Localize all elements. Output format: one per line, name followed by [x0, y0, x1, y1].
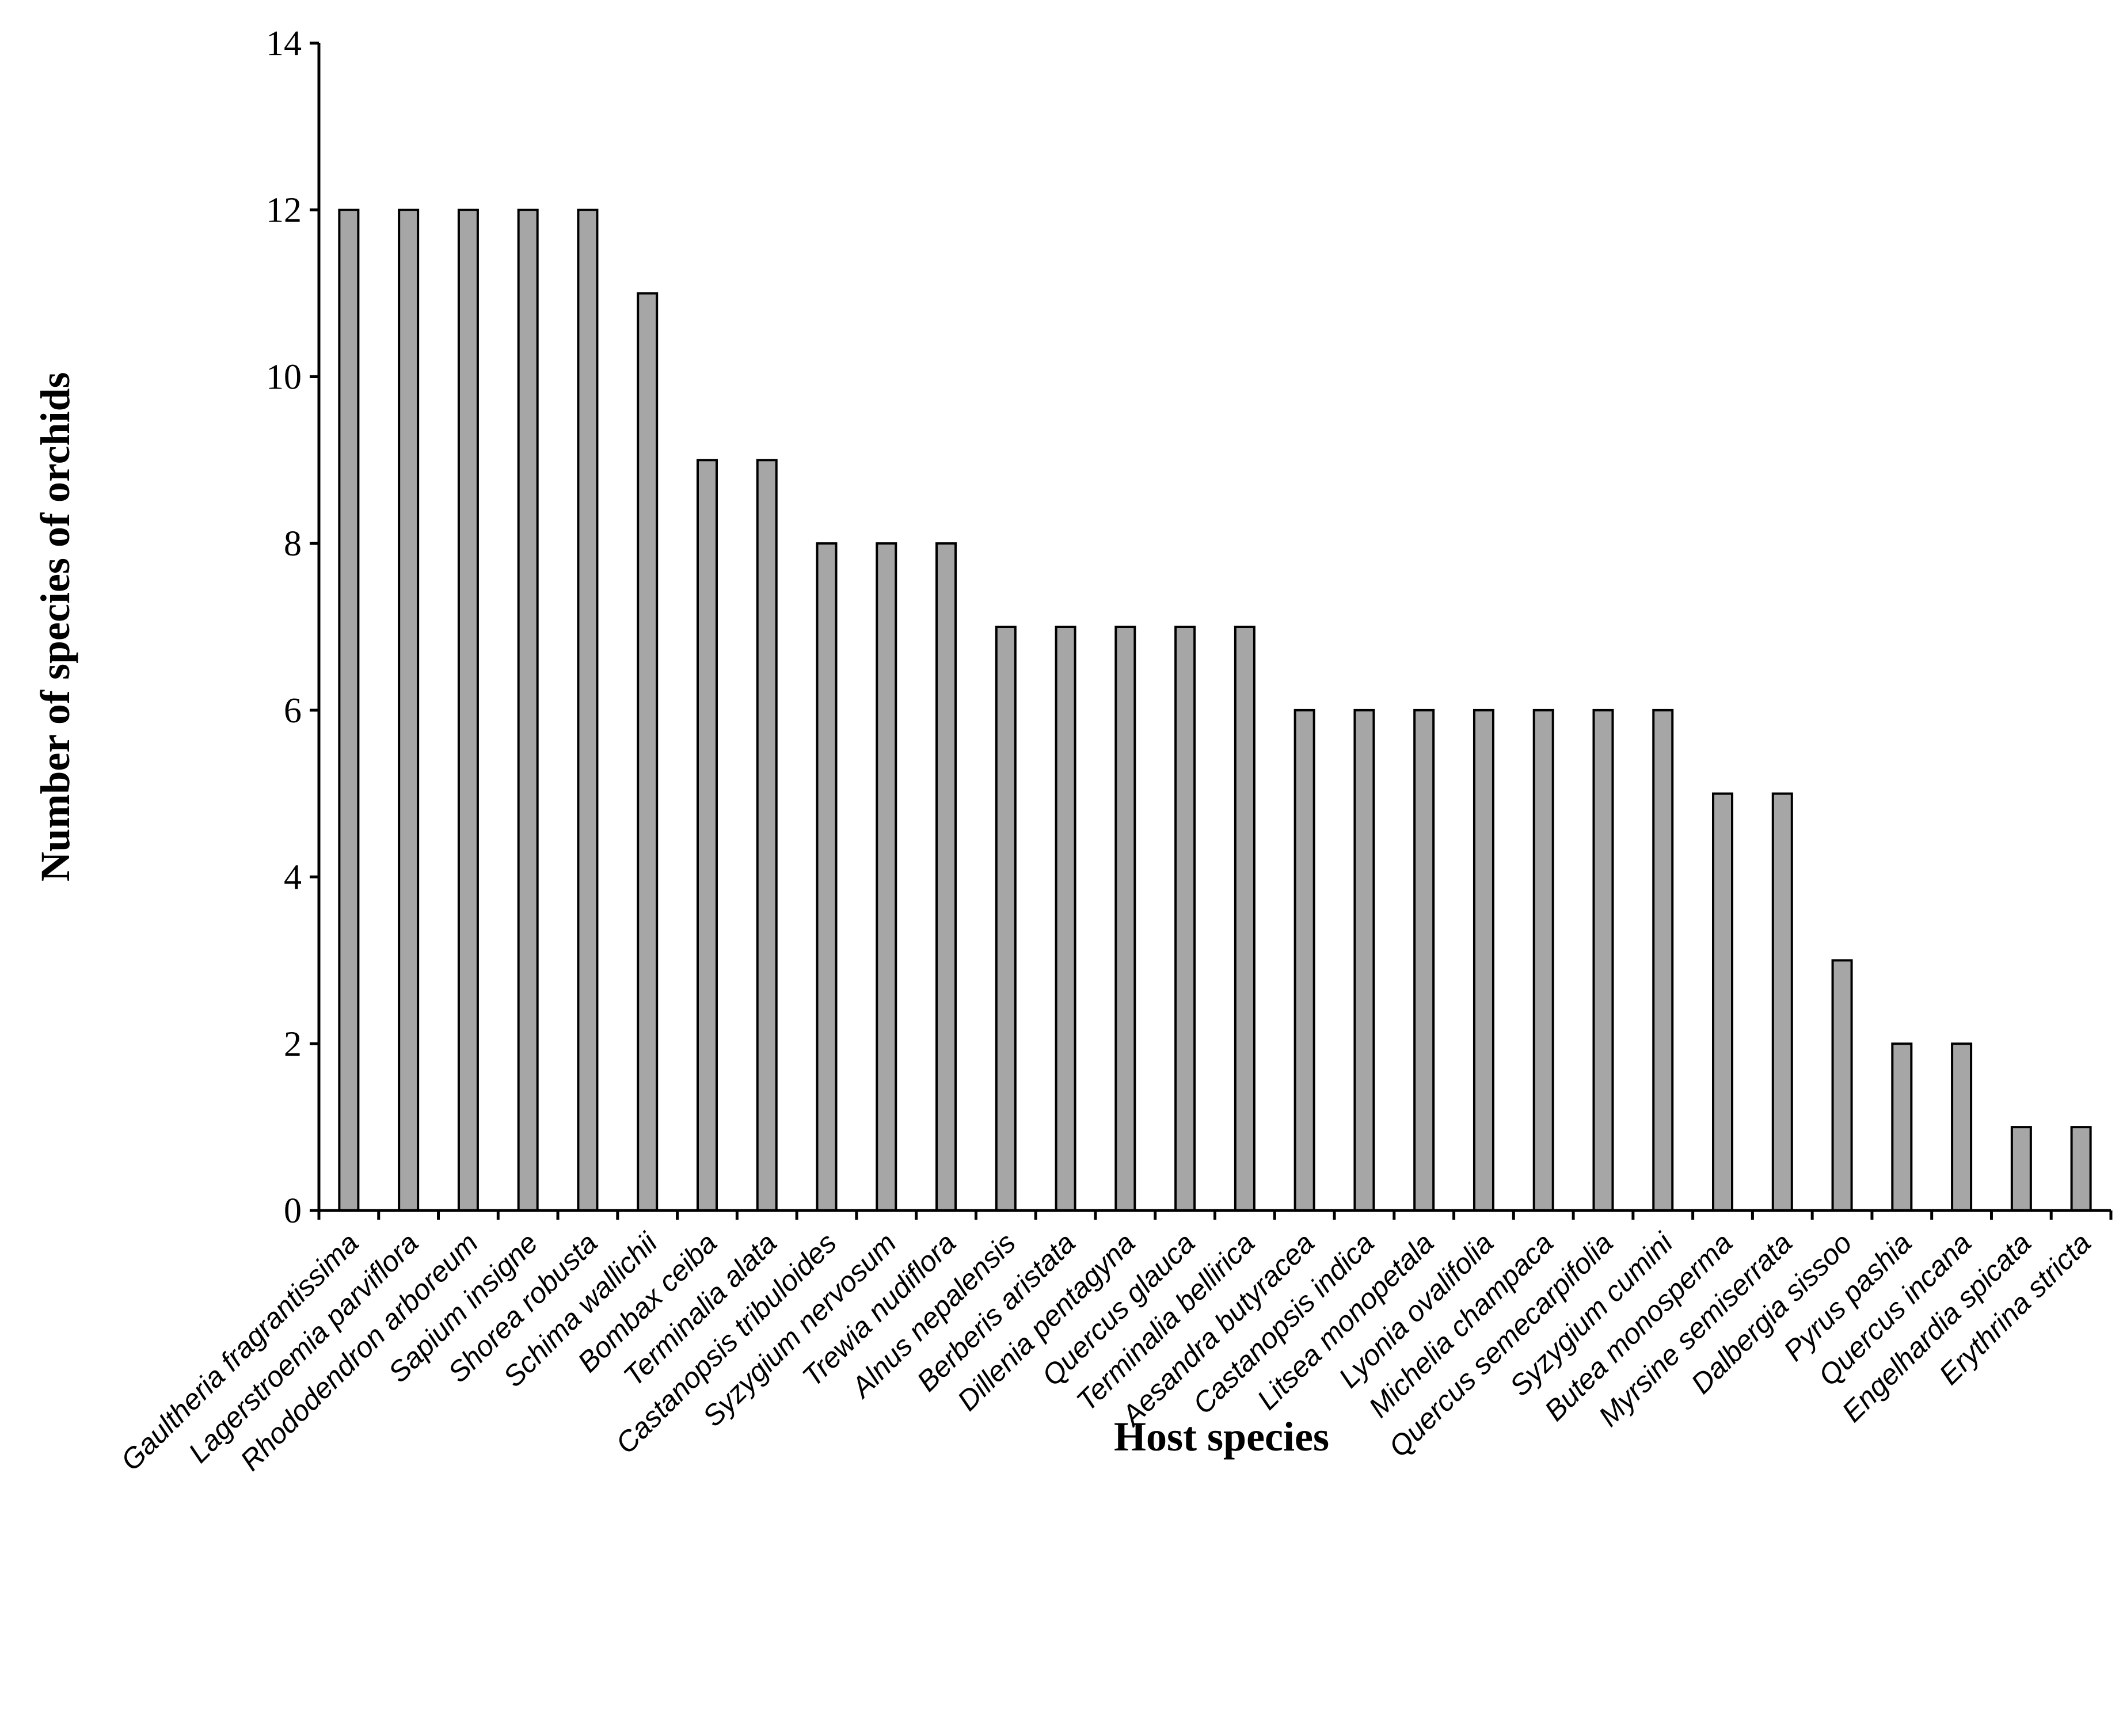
bar [1712, 792, 1734, 1212]
bar [637, 292, 659, 1212]
bar [1831, 959, 1853, 1212]
y-tick-label: 8 [284, 524, 302, 564]
bars-group [338, 208, 2092, 1212]
bar [756, 459, 778, 1212]
y-axis-title: Number of species of orchids [32, 372, 78, 881]
bar [457, 208, 479, 1212]
y-tick-label: 2 [284, 1025, 302, 1064]
bar [1055, 626, 1076, 1212]
bar [1652, 709, 1674, 1212]
bar [517, 208, 539, 1212]
bar [935, 542, 957, 1212]
bar [1891, 1042, 1913, 1212]
bar [1771, 792, 1793, 1212]
bar [338, 208, 360, 1212]
x-axis-title: Host species [1114, 1414, 1329, 1460]
bar [398, 208, 420, 1212]
bar [2070, 1126, 2092, 1212]
x-tick-label: Gaultheria fragrantissima [115, 1227, 365, 1477]
bar [1353, 709, 1375, 1212]
bar [696, 459, 718, 1212]
y-tick-label: 14 [266, 24, 302, 63]
bar [1532, 709, 1554, 1212]
y-tick-label: 12 [266, 191, 302, 230]
bar [1293, 709, 1315, 1212]
y-tick-label: 10 [266, 357, 302, 397]
bar [816, 542, 838, 1212]
bar [1951, 1042, 1973, 1212]
bar [1413, 709, 1435, 1212]
x-tick-label: Rhododendron arboreum [234, 1227, 485, 1477]
bar [1592, 709, 1614, 1212]
y-tick-label: 6 [284, 691, 302, 730]
bar [876, 542, 897, 1212]
y-ticks-group: 0 2 4 6 8 10 12 14 [266, 24, 319, 1231]
y-tick-label: 4 [284, 858, 302, 897]
x-tick-label: Lagerstroemia parviflora [182, 1227, 425, 1469]
bar [1114, 626, 1136, 1212]
bar [995, 626, 1017, 1212]
bar [1174, 626, 1196, 1212]
bar [1234, 626, 1255, 1212]
axes-group [317, 43, 2113, 1220]
bar [1473, 709, 1494, 1212]
bar [2010, 1126, 2032, 1212]
y-tick-label: 0 [284, 1191, 302, 1231]
bar [577, 208, 599, 1212]
